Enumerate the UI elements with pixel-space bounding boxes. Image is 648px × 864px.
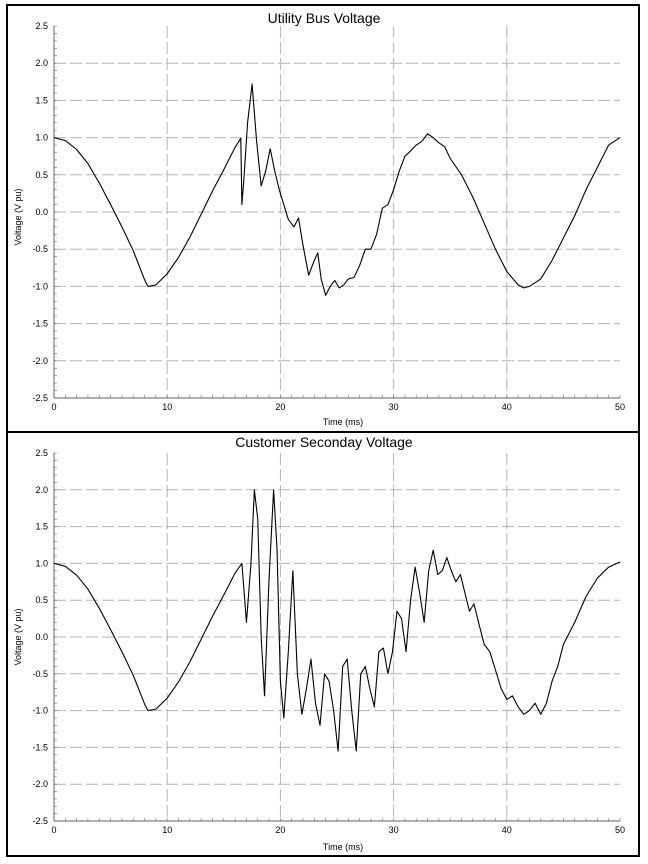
y-tick-label: -0.5 [32, 244, 48, 254]
x-tick-label: 30 [389, 825, 399, 835]
y-tick-label: -2.0 [32, 779, 48, 789]
x-tick-label: 10 [162, 825, 172, 835]
voltage-series-line [53, 83, 621, 296]
x-tick-label: 20 [275, 825, 285, 835]
y-tick-label: 2.0 [35, 58, 48, 68]
x-tick-label: 10 [162, 402, 172, 412]
chart-title: Utility Bus Voltage [268, 10, 381, 26]
y-tick-label: 0.5 [35, 170, 48, 180]
customer-secondary-voltage-svg: Customer Seconday Voltage Time (ms) Volt… [13, 434, 625, 852]
x-tick-label: 30 [389, 402, 399, 412]
voltage-series-line [53, 489, 621, 752]
customer-secondary-voltage-chart: Customer Seconday Voltage Time (ms) Volt… [6, 431, 640, 857]
x-tick-label: 40 [502, 825, 512, 835]
y-tick-label: -0.5 [32, 669, 48, 679]
y-tick-label: 0.0 [35, 632, 48, 642]
x-tick-label: 0 [51, 825, 56, 835]
x-tick-label: 50 [615, 825, 625, 835]
chart-title: Customer Seconday Voltage [235, 434, 413, 450]
y-tick-label: -1.5 [32, 742, 48, 752]
y-tick-label: -2.0 [32, 356, 48, 366]
y-tick-label: 1.0 [35, 133, 48, 143]
y-tick-label: -2.5 [32, 393, 48, 403]
x-tick-label: 50 [615, 402, 625, 412]
y-tick-label: 0.0 [35, 207, 48, 217]
y-tick-label: 1.0 [35, 558, 48, 568]
plot-area: 2.5 2.0 1.5 1.0 0.5 0.0 -0.5 -1.0 -1.5 -2.0 -2.50 1… [32, 448, 625, 835]
y-tick-label: 1.5 [35, 95, 48, 105]
y-axis-label: Voltage (V pu) [13, 608, 23, 665]
x-axis-label: Time (ms) [323, 842, 363, 852]
y-axis-label: Voltage (V pu) [13, 188, 23, 245]
x-tick-label: 40 [502, 402, 512, 412]
y-tick-label: 2.5 [35, 448, 48, 458]
y-tick-label: 2.0 [35, 485, 48, 495]
x-axis-label: Time (ms) [323, 417, 363, 427]
y-tick-label: -1.5 [32, 319, 48, 329]
y-tick-label: 0.5 [35, 595, 48, 605]
plot-area: 2.5 2.0 1.5 1.0 0.5 0.0 -0.5 -1.0 -1.5 -2.0 -2.50 1… [32, 21, 625, 412]
y-tick-label: -1.0 [32, 281, 48, 291]
x-tick-label: 20 [275, 402, 285, 412]
y-tick-label: -1.0 [32, 706, 48, 716]
y-tick-label: 2.5 [35, 21, 48, 31]
y-tick-label: 1.5 [35, 522, 48, 532]
x-tick-label: 0 [51, 402, 56, 412]
utility-bus-voltage-svg: Utility Bus Voltage Time (ms) Voltage (V… [13, 10, 625, 427]
y-tick-label: -2.5 [32, 816, 48, 826]
utility-bus-voltage-chart: Utility Bus Voltage Time (ms) Voltage (V… [6, 4, 640, 433]
